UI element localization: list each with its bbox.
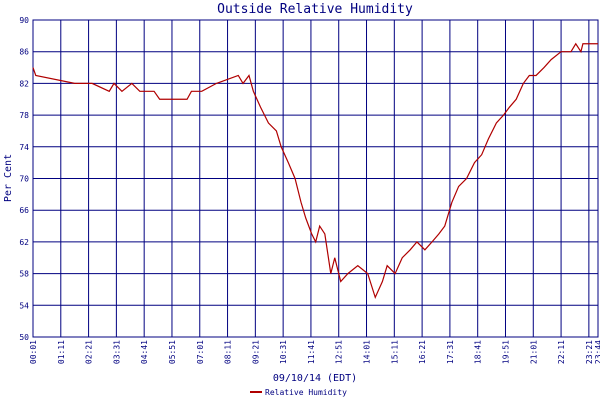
- y-tick-label: 62: [19, 238, 29, 247]
- y-axis-label: Per Cent: [3, 154, 14, 202]
- x-tick-label: 02:21: [85, 340, 94, 364]
- x-tick-label: 00:01: [29, 340, 38, 364]
- x-tick-label: 18:41: [474, 340, 483, 364]
- x-tick-label: 14:01: [363, 340, 372, 364]
- x-tick-label: 21:01: [529, 340, 538, 364]
- chart-title: Outside Relative Humidity: [217, 2, 413, 17]
- y-tick-label: 90: [19, 16, 29, 25]
- x-tick-label: 23:44: [594, 340, 600, 364]
- x-tick-label: 04:41: [140, 340, 149, 364]
- y-tick-label: 58: [19, 270, 29, 279]
- x-tick-label: 10:31: [279, 340, 288, 364]
- x-tick-label: 09:21: [251, 340, 260, 364]
- legend-label: Relative Humidity: [265, 388, 347, 397]
- x-tick-label: 03:31: [112, 340, 121, 364]
- x-axis-label: 09/10/14 (EDT): [273, 373, 357, 384]
- x-tick-label: 05:51: [168, 340, 177, 364]
- y-tick-label: 54: [19, 301, 29, 310]
- y-tick-label: 70: [19, 175, 29, 184]
- y-tick-label: 66: [19, 206, 29, 215]
- x-tick-label: 12:51: [335, 340, 344, 364]
- y-tick-label: 86: [19, 48, 29, 57]
- y-tick-label: 50: [19, 333, 29, 342]
- data-line: [32, 42, 598, 300]
- x-tick-label: 17:31: [446, 340, 455, 364]
- x-tick-label: 16:21: [418, 340, 427, 364]
- x-tick-label: 08:11: [224, 340, 233, 364]
- x-tick-label: 19:51: [501, 340, 510, 364]
- y-tick-label: 74: [19, 143, 29, 152]
- x-tick-label: 15:11: [390, 340, 399, 364]
- x-tick-label: 23:21: [585, 340, 594, 364]
- y-tick-label: 82: [19, 79, 29, 88]
- x-tick-label: 11:41: [307, 340, 316, 364]
- y-tick-label: 78: [19, 111, 29, 120]
- x-tick-label: 22:11: [557, 340, 566, 364]
- x-tick-label: 07:01: [196, 340, 205, 364]
- x-tick-label: 01:11: [57, 340, 66, 364]
